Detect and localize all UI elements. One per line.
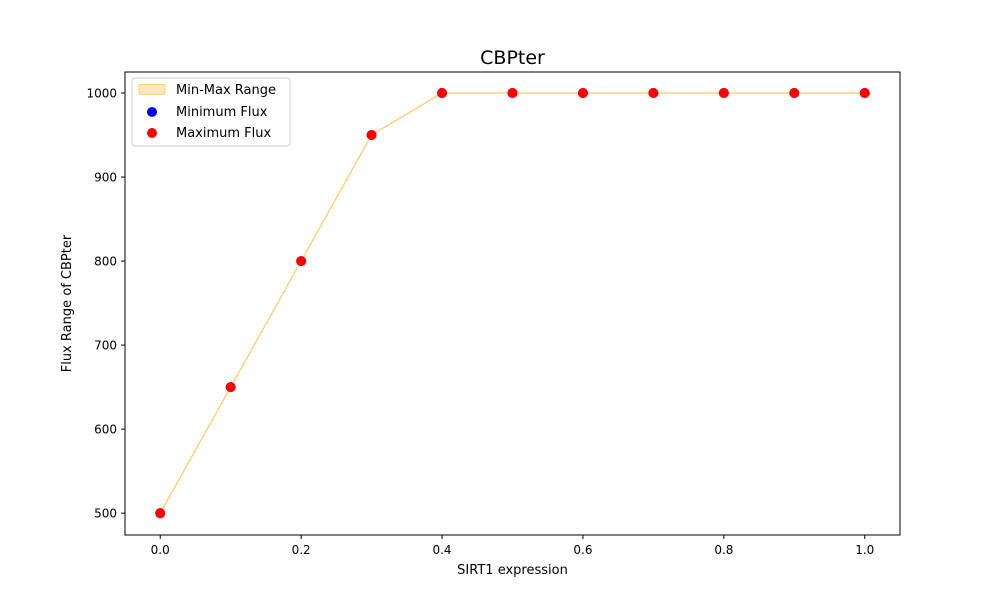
legend-label-range: Min-Max Range — [176, 83, 276, 98]
x-tick-label: 1.0 — [855, 543, 874, 557]
y-tick-label: 600 — [94, 423, 117, 437]
legend-swatch-range — [138, 84, 166, 95]
y-tick-label: 900 — [94, 171, 117, 185]
x-axis-label: SIRT1 expression — [457, 563, 568, 578]
legend-label-min: Minimum Flux — [176, 105, 268, 120]
legend-marker-max — [147, 128, 157, 138]
axes-frame — [124, 71, 901, 536]
x-axis: 0.0 0.2 0.4 0.6 0.8 1.0 — [151, 535, 874, 557]
y-tick-label: 500 — [94, 507, 117, 521]
maximum-flux-point — [718, 88, 729, 99]
maximum-flux-point — [296, 256, 307, 267]
x-tick-label: 0.4 — [432, 543, 451, 557]
maximum-flux-point — [859, 88, 870, 99]
y-tick-label: 1000 — [86, 87, 117, 101]
plot-area — [155, 88, 870, 519]
y-tick-label: 800 — [94, 255, 117, 269]
y-tick-label: 700 — [94, 339, 117, 353]
legend-box — [131, 77, 291, 147]
y-axis: 500 600 700 800 900 1000 — [86, 87, 125, 521]
x-tick-label: 0.0 — [151, 543, 170, 557]
chart-title: CBPter — [480, 47, 545, 69]
maximum-flux-point — [789, 88, 800, 99]
legend-label-max: Maximum Flux — [176, 126, 272, 141]
maximum-flux-point — [155, 508, 166, 519]
legend: Min-Max Range Minimum Flux Maximum Flux — [131, 77, 291, 147]
maximum-flux-point — [577, 88, 588, 99]
maximum-flux-point — [437, 88, 448, 99]
y-axis-label: Flux Range of CBPter — [60, 234, 75, 372]
x-tick-label: 0.2 — [292, 543, 311, 557]
maximum-flux-point — [225, 382, 236, 393]
x-tick-label: 0.6 — [573, 543, 592, 557]
x-tick-label: 0.8 — [714, 543, 733, 557]
maximum-flux-point — [507, 88, 518, 99]
maximum-flux-point — [366, 130, 377, 141]
legend-marker-min — [147, 107, 157, 117]
maximum-flux-point — [648, 88, 659, 99]
min-max-range-band — [159, 92, 866, 514]
